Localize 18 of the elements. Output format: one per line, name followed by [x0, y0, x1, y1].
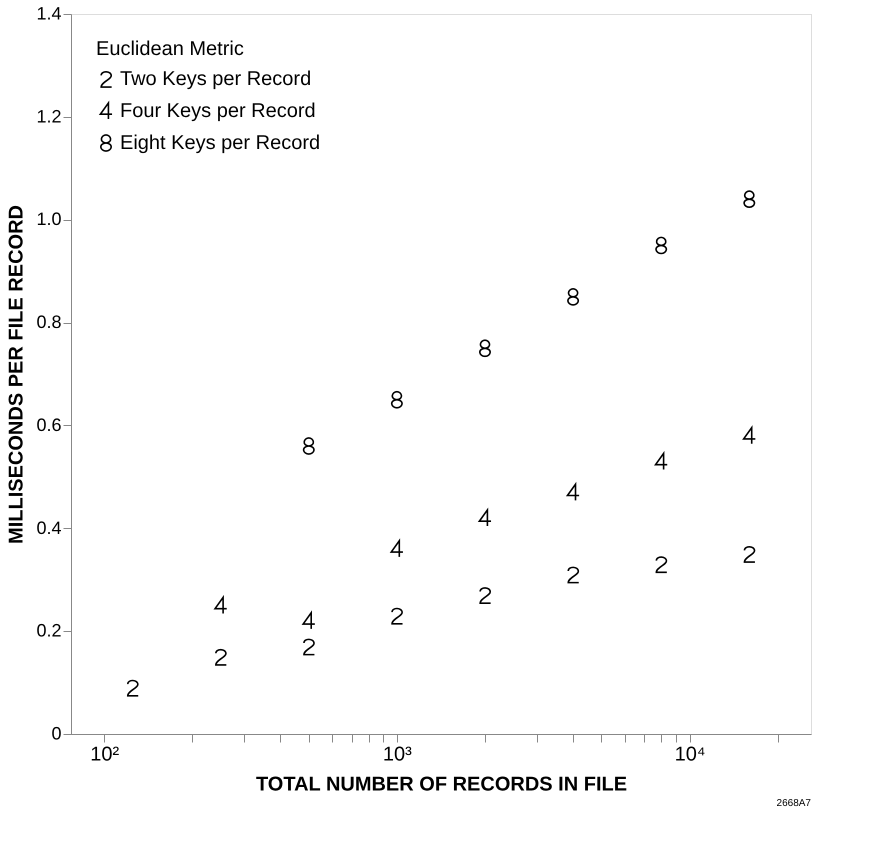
x-axis-title: TOTAL NUMBER OF RECORDS IN FILE — [256, 774, 628, 796]
legend-label: Two Keys per Record — [120, 68, 312, 90]
y-tick-label: 0.6 — [36, 414, 62, 435]
x-tick-label: 10³ — [382, 744, 412, 766]
legend-label: Four Keys per Record — [120, 100, 316, 122]
y-tick-label: 1.0 — [36, 209, 62, 230]
y-tick-label: 0.4 — [36, 518, 62, 538]
text: 2668A7 — [776, 798, 812, 809]
legend-title: Euclidean Metric — [96, 38, 244, 60]
y-axis-title: MILLISECONDS PER FILE RECORD — [5, 205, 28, 544]
legend-label: Eight Keys per Record — [120, 132, 320, 154]
y-tick-label: 0.2 — [36, 620, 62, 641]
y-tick-label: 0 — [51, 724, 62, 744]
y-tick-label: 0.8 — [36, 312, 62, 332]
y-tick-label: 1.2 — [36, 106, 62, 126]
x-tick-label: 10² — [90, 744, 120, 766]
y-tick-label: 1.4 — [36, 4, 62, 24]
x-tick-label: 10⁴ — [674, 744, 706, 766]
